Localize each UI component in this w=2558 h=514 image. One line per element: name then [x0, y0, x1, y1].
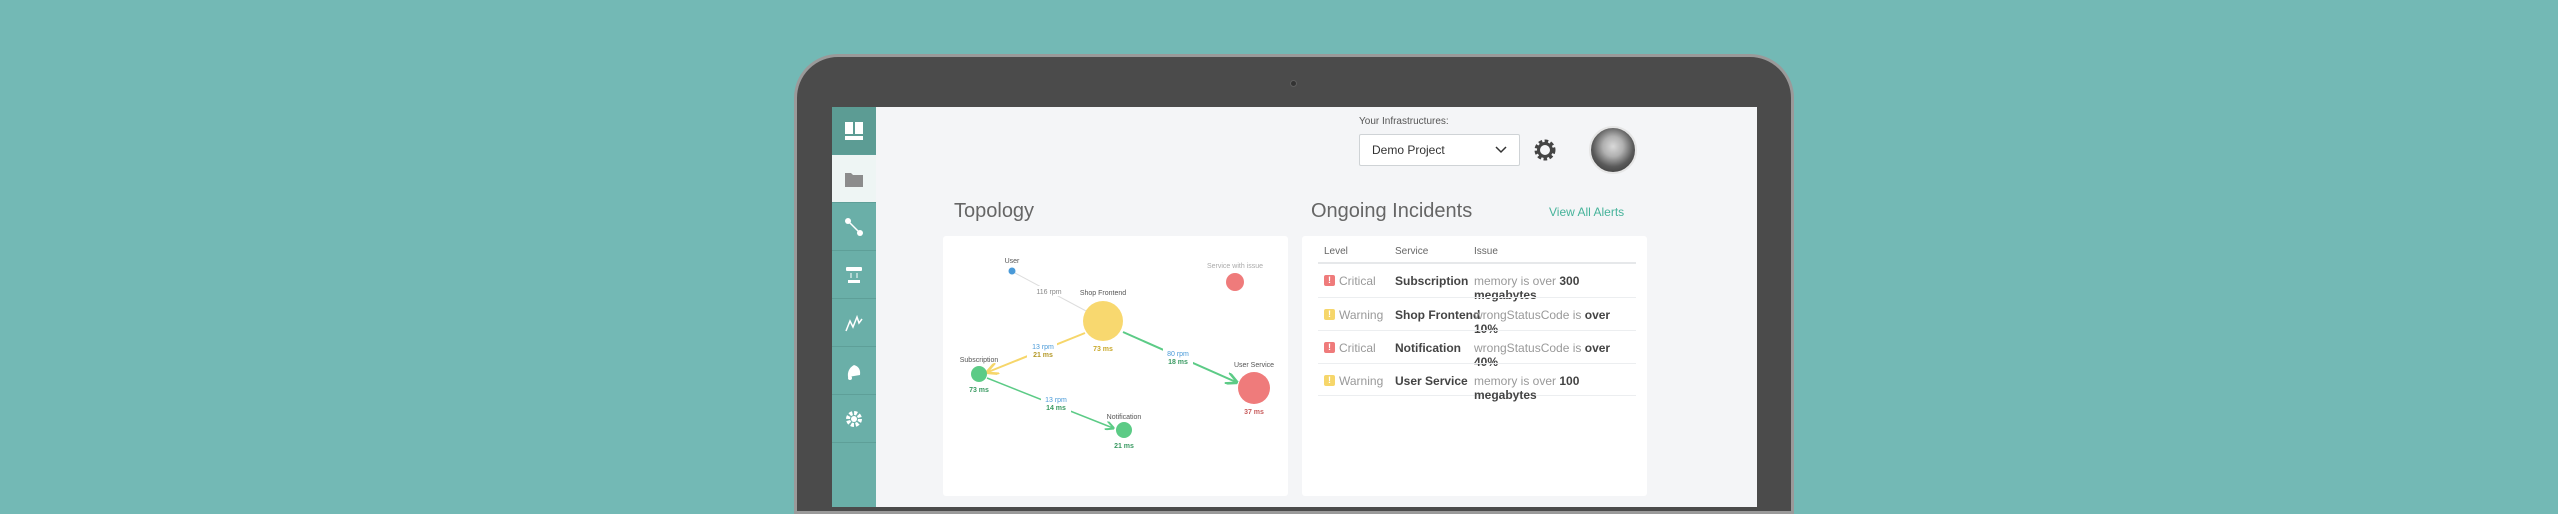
incident-service: Shop Frontend: [1395, 308, 1481, 322]
sidebar-item-metrics[interactable]: [832, 299, 876, 347]
critical-icon: !: [1324, 275, 1335, 286]
camera: [1290, 80, 1297, 87]
label-shop-ms: 73 ms: [1093, 346, 1113, 353]
column-header-level: Level: [1324, 246, 1348, 257]
incident-service: Subscription: [1395, 274, 1469, 288]
incident-issue: wrongStatusCode is over 10%: [1474, 308, 1611, 336]
sidebar: [832, 107, 876, 507]
logo-icon[interactable]: [832, 107, 876, 155]
project-select[interactable]: Demo Project: [1359, 134, 1520, 166]
table-row[interactable]: ! Warning Shop Frontend wrongStatusCode …: [1318, 297, 1636, 336]
legend-issue-node: [1226, 273, 1244, 291]
chart-icon: [845, 314, 863, 331]
topology-icon: [845, 217, 863, 236]
table-row[interactable]: ! Critical Subscription memory is over 3…: [1318, 264, 1636, 302]
bell-icon: [847, 364, 861, 380]
edge-label-sub-notif-rpm: 13 rpm: [1045, 397, 1067, 404]
edge-label-sub-notif-ms: 14 ms: [1046, 405, 1066, 412]
edge-label-shop-usvc-ms: 18 ms: [1168, 359, 1188, 366]
label-user-service: User Service: [1234, 362, 1274, 369]
incidents-title: Ongoing Incidents: [1311, 200, 1473, 222]
critical-icon: !: [1324, 342, 1335, 353]
table-row[interactable]: ! Critical Notification wrongStatusCode …: [1318, 330, 1636, 369]
sidebar-item-alerts[interactable]: [832, 347, 876, 395]
warning-icon: !: [1324, 375, 1335, 386]
sidebar-item-servers[interactable]: [832, 251, 876, 299]
topology-card: User Service with issue Shop Frontend 73…: [943, 236, 1288, 496]
incident-service: Notification: [1395, 341, 1461, 355]
incident-service: User Service: [1395, 374, 1468, 388]
incident-issue: memory is over 300 megabytes: [1474, 274, 1580, 302]
node-subscription: [971, 366, 987, 382]
node-user: [1008, 267, 1016, 275]
label-notification-ms: 21 ms: [1114, 443, 1134, 450]
incident-level: Warning: [1339, 374, 1384, 388]
node-user-service: [1238, 372, 1270, 404]
server-icon: [846, 266, 862, 283]
infrastructure-label: Your Infrastructures:: [1359, 116, 1449, 127]
label-user-service-ms: 37 ms: [1244, 409, 1264, 416]
label-subscription-ms: 73 ms: [969, 387, 989, 394]
incident-issue: wrongStatusCode is over 40%: [1474, 341, 1611, 369]
table-row[interactable]: ! Warning User Service memory is over 10…: [1318, 363, 1636, 402]
label-shop: Shop Frontend: [1080, 290, 1126, 297]
label-user: User: [1005, 258, 1020, 265]
edge-label-shop-sub-ms: 21 ms: [1033, 352, 1053, 359]
column-header-service: Service: [1395, 246, 1429, 257]
user-avatar[interactable]: [1589, 126, 1637, 174]
legend-label: Service with issue: [1207, 263, 1263, 270]
edge-label-shop-sub-rpm: 13 rpm: [1032, 344, 1054, 351]
node-notification: [1116, 422, 1132, 438]
sidebar-item-settings[interactable]: [832, 395, 876, 443]
topology-title: Topology: [954, 200, 1035, 222]
node-shop-frontend: [1083, 301, 1123, 341]
project-select-value: Demo Project: [1372, 143, 1445, 157]
sidebar-item-projects[interactable]: [832, 155, 876, 203]
column-header-issue: Issue: [1474, 246, 1498, 257]
incident-level: Warning: [1339, 308, 1384, 322]
incident-issue: memory is over 100 megabytes: [1474, 374, 1580, 402]
topology-graph: User Service with issue Shop Frontend 73…: [960, 258, 1274, 450]
warning-icon: !: [1324, 309, 1335, 320]
edge-label-shop-usvc-rpm: 80 rpm: [1167, 351, 1189, 358]
folder-icon: [845, 172, 863, 187]
settings-gear-icon[interactable]: [1533, 138, 1557, 162]
label-notification: Notification: [1107, 414, 1142, 421]
edge-label-user-shop: 116 rpm: [1036, 289, 1061, 296]
table-header-divider: [1318, 262, 1636, 264]
incidents-card: [1302, 236, 1647, 496]
label-subscription: Subscription: [960, 357, 999, 364]
view-all-alerts-link[interactable]: View All Alerts: [1549, 205, 1625, 219]
sidebar-item-topology[interactable]: [832, 203, 876, 251]
gear-icon: [846, 410, 862, 427]
incident-level: Critical: [1339, 341, 1376, 355]
incident-level: Critical: [1339, 274, 1376, 288]
chevron-down-icon: [1495, 146, 1507, 154]
